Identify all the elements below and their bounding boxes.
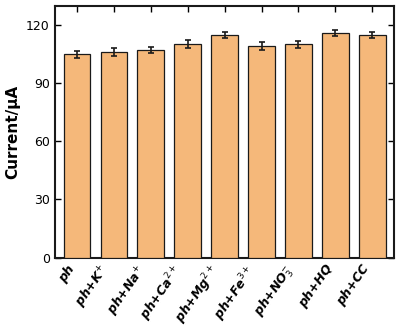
Bar xyxy=(100,52,127,258)
Bar xyxy=(138,50,164,258)
Bar xyxy=(174,44,201,258)
Bar xyxy=(248,46,275,258)
Bar xyxy=(322,33,349,258)
Bar xyxy=(285,44,312,258)
Bar xyxy=(211,35,238,258)
Bar xyxy=(64,54,90,258)
Y-axis label: Current/μA: Current/μA xyxy=(6,85,20,178)
Bar xyxy=(359,35,386,258)
